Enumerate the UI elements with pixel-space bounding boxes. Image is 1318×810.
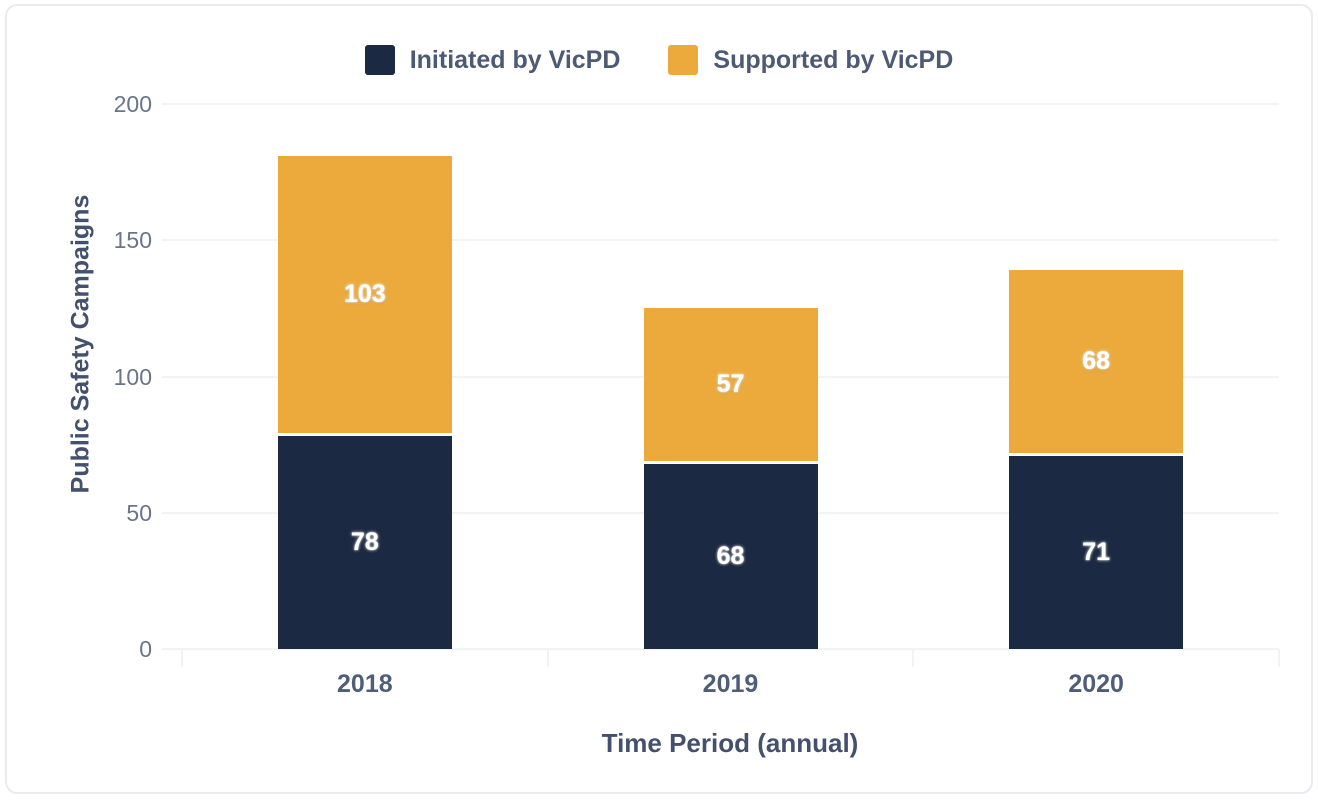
bar-value-label: 68	[1082, 346, 1111, 375]
legend-swatch-supported-icon	[668, 45, 699, 75]
y-tick-label-100: 100	[113, 363, 152, 390]
bar-value-label: 103	[343, 280, 386, 309]
x-boundary-tick-2	[912, 649, 915, 667]
y-tick-label-150: 150	[113, 227, 152, 254]
bar-segment-2019-initiated[interactable]: 68	[643, 463, 818, 649]
legend-swatch-initiated-icon	[364, 45, 395, 75]
legend-item-initiated[interactable]: Initiated by VicPD	[364, 44, 621, 76]
x-category-label-2019: 2019	[702, 670, 759, 698]
y-tick-label-0: 0	[139, 636, 152, 662]
x-boundary-tick-3	[1278, 649, 1280, 667]
chart-card: Initiated by VicPD Supported by VicPD Pu…	[5, 4, 1313, 794]
legend-item-supported[interactable]: Supported by VicPD	[668, 44, 953, 76]
x-boundary-tick-0	[181, 649, 183, 667]
x-category-label-2020: 2020	[1068, 670, 1124, 698]
gridline-y-150	[162, 239, 1279, 242]
bar-segment-2018-initiated[interactable]: 78	[277, 436, 452, 649]
gridline-y-0	[162, 648, 1279, 650]
x-axis-title: Time Period (annual)	[601, 728, 859, 758]
bar-segment-2018-supported[interactable]: 103	[277, 155, 452, 437]
bar-value-label: 71	[1082, 537, 1111, 566]
bar-segment-2020-supported[interactable]: 68	[1009, 270, 1184, 456]
bar-value-label: 68	[716, 541, 745, 570]
bar-segment-2020-initiated[interactable]: 71	[1009, 455, 1184, 649]
legend-label-supported: Supported by VicPD	[713, 46, 954, 74]
y-tick-label-200: 200	[113, 91, 152, 117]
bar-value-label: 57	[716, 370, 745, 399]
legend: Initiated by VicPD Supported by VicPD	[7, 44, 1311, 76]
bar-value-label: 78	[350, 528, 379, 557]
gridline-y-200	[162, 103, 1279, 105]
bar-segment-2019-supported[interactable]: 57	[643, 308, 818, 464]
x-category-label-2018: 2018	[337, 670, 393, 698]
legend-label-initiated: Initiated by VicPD	[409, 46, 621, 74]
y-tick-label-50: 50	[126, 499, 152, 526]
x-boundary-tick-1	[546, 649, 549, 667]
